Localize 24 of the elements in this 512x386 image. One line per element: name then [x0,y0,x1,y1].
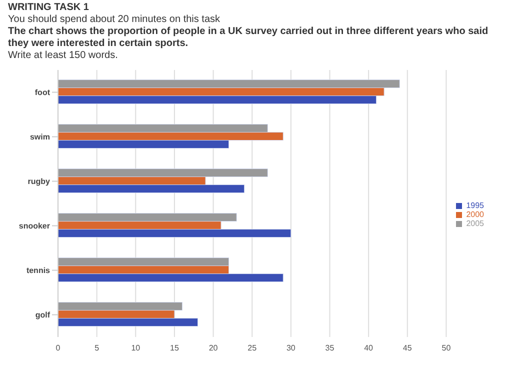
x-tick-label: 15 [170,344,180,353]
text: Write at least 150 words. [8,50,119,62]
y-tick-label: snooker [18,222,50,231]
x-tick-label: 25 [248,344,258,353]
legend-label: 2005 [466,219,484,228]
x-tick-label: 0 [56,344,61,353]
x-tick-label: 35 [325,344,335,353]
y-tick-label: golf [35,310,50,320]
x-tick-label: 45 [402,344,412,353]
x-tick-label: 40 [364,344,374,353]
x-tick-label: 50 [442,344,452,353]
text: The chart shows the proportion of people in a UK survey carried out in three different years who said they were interested in certain sports. [8,26,490,50]
x-tick-label: 5 [94,344,100,353]
legend-label: 2000 [466,210,484,219]
x-tick-label: 10 [131,344,141,353]
chart-title: WRITING TASK 1 [8,2,90,14]
chart-subtitle: You should spend about 20 minutes on this task [8,14,222,26]
legend-label: 1995 [466,201,484,210]
y-tick-label: rugby [28,177,51,186]
y-tick-label: swim [30,132,50,142]
x-tick-label: 30 [286,344,296,353]
y-tick-label: tennis [26,266,51,276]
x-tick-label: 20 [208,344,218,353]
y-tick-label: foot [34,88,50,98]
